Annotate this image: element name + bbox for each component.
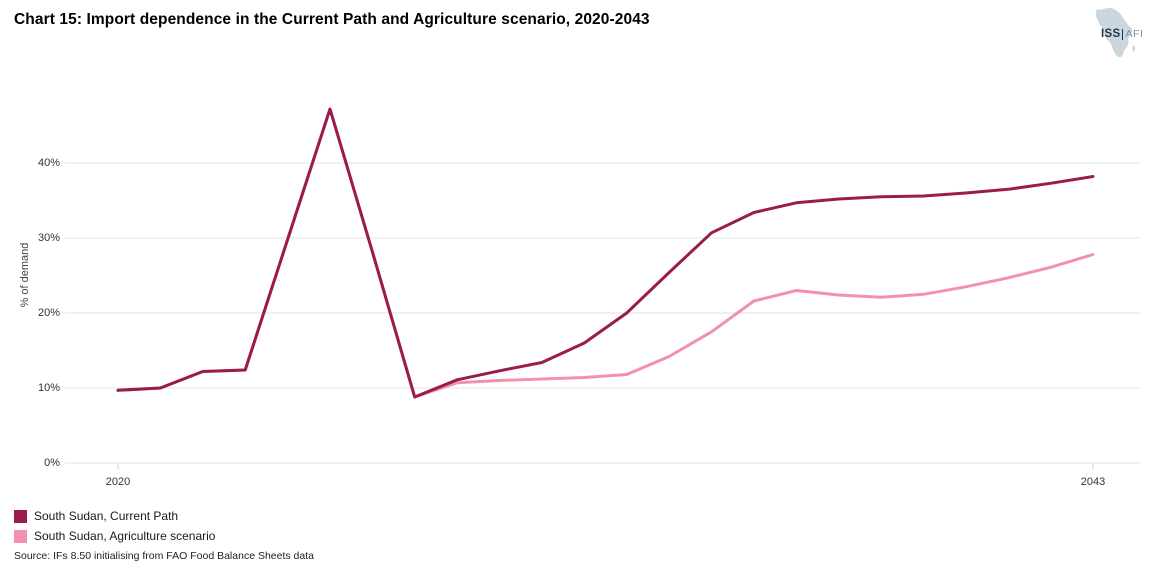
legend-label-agriculture: South Sudan, Agriculture scenario bbox=[34, 529, 216, 543]
iss-afi-logo: ISS AFI bbox=[1088, 5, 1146, 63]
logo-text: ISS AFI bbox=[1101, 28, 1144, 40]
legend-item-current-path: South Sudan, Current Path bbox=[14, 506, 215, 526]
africa-map-icon bbox=[1095, 7, 1136, 58]
y-tick-label: 30% bbox=[37, 232, 60, 244]
logo-separator bbox=[1122, 28, 1124, 40]
y-tick-label: 40% bbox=[37, 157, 60, 169]
y-tick-label: 20% bbox=[37, 307, 60, 319]
source-note: Source: IFs 8.50 initialising from FAO F… bbox=[14, 550, 314, 562]
legend-swatch-current-path bbox=[14, 509, 27, 523]
legend-item-agriculture: South Sudan, Agriculture scenario bbox=[14, 526, 215, 546]
logo-text-afi: AFI bbox=[1125, 28, 1144, 40]
legend: South Sudan, Current Path South Sudan, A… bbox=[14, 506, 215, 546]
x-tick-label-2043: 2043 bbox=[1080, 476, 1106, 488]
y-tick-label: 0% bbox=[44, 457, 60, 469]
logo-text-iss: ISS bbox=[1101, 28, 1121, 40]
legend-swatch-agriculture bbox=[14, 529, 27, 543]
y-axis-label: % of demand bbox=[19, 242, 31, 308]
y-tick-label: 10% bbox=[37, 382, 60, 394]
series-line-agriculture-scenario bbox=[116, 107, 1095, 399]
series-line-current-path bbox=[116, 107, 1095, 399]
chart-title: Chart 15: Import dependence in the Curre… bbox=[14, 11, 650, 28]
x-tick-label-2020: 2020 bbox=[105, 476, 131, 488]
legend-label-current-path: South Sudan, Current Path bbox=[34, 509, 179, 523]
